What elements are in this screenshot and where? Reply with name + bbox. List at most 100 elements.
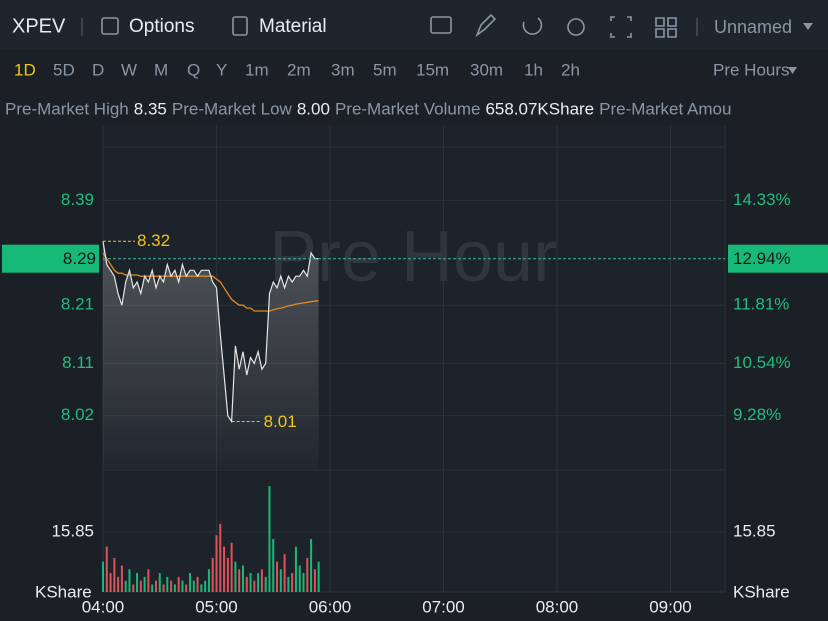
period-tab[interactable]: Q — [187, 60, 200, 79]
volume-bar — [177, 576, 180, 592]
last-pct-box — [728, 244, 828, 273]
volume-bar — [230, 542, 233, 592]
stat-label: Pre-Market Amou — [599, 99, 731, 118]
volume-bar — [139, 580, 142, 592]
volume-bar — [211, 557, 214, 592]
volume-bar — [158, 573, 161, 592]
volume-bar — [189, 573, 192, 592]
high-label: 8.32 — [137, 231, 170, 250]
volume-bar — [272, 539, 275, 592]
volume-bar — [287, 576, 290, 592]
period-tab[interactable]: 30m — [470, 60, 503, 79]
stat-value: 8.00 — [297, 99, 330, 118]
volume-bar — [313, 569, 316, 592]
volume-unit: KShare — [733, 582, 790, 601]
period-tab[interactable]: 1D — [14, 60, 36, 79]
volume-bar — [234, 561, 237, 592]
material-icon — [232, 16, 248, 36]
session-select[interactable]: Pre Hours — [713, 60, 790, 79]
period-tab[interactable]: 5D — [53, 60, 75, 79]
options-icon — [101, 17, 119, 35]
period-tab[interactable]: 15m — [416, 60, 449, 79]
period-tab[interactable]: 1h — [524, 60, 543, 79]
price-tick-label: 8.11 — [62, 353, 94, 372]
period-tab[interactable]: 2m — [287, 60, 311, 79]
volume-bar — [291, 573, 294, 592]
layout-name[interactable]: Unnamed — [714, 17, 792, 37]
volume-bar — [204, 580, 207, 592]
time-label: 04:00 — [82, 597, 125, 616]
period-tab[interactable]: 5m — [373, 60, 397, 79]
material-button[interactable]: Material — [259, 16, 327, 37]
last-price-box — [2, 244, 99, 273]
low-label: 8.01 — [264, 412, 297, 431]
stat-value: 8.35 — [134, 99, 167, 118]
volume-bar — [147, 569, 150, 592]
volume-bar — [173, 584, 176, 592]
volume-bar — [276, 561, 279, 592]
volume-bar — [257, 573, 260, 592]
layout-icon[interactable] — [655, 17, 677, 38]
dropdown-arrow — [788, 67, 797, 74]
volume-bar — [136, 573, 139, 592]
reset-icon[interactable] — [522, 17, 543, 35]
time-label: 08:00 — [536, 597, 579, 616]
volume-bar — [268, 486, 271, 592]
draw-icon[interactable] — [475, 13, 497, 38]
price-line — [102, 241, 319, 424]
volume-bar — [113, 557, 116, 592]
volume-bar — [117, 576, 120, 592]
volume-bar — [151, 584, 154, 592]
time-label: 09:00 — [649, 597, 692, 616]
fullscreen-icon[interactable] — [610, 16, 632, 38]
price-area — [103, 241, 319, 468]
percent-tick-label: 9.28% — [733, 405, 781, 424]
symbol[interactable]: XPEV — [12, 15, 66, 37]
period-tab[interactable]: 2h — [561, 60, 580, 79]
volume-bar — [264, 576, 267, 592]
period-tab[interactable]: Y — [216, 60, 227, 79]
last-price-label: 8.29 — [63, 249, 96, 268]
time-label: 06:00 — [309, 597, 352, 616]
volume-bar — [185, 584, 188, 592]
volume-bar — [245, 576, 248, 592]
percent-tick-label: 11.81% — [733, 295, 789, 314]
price-tick-label: 8.21 — [61, 295, 94, 314]
toolbar-icons — [430, 13, 677, 38]
top-bar — [0, 0, 828, 50]
volume-bar — [253, 580, 256, 592]
volume-bar — [154, 580, 157, 592]
volume-bar — [170, 580, 173, 592]
stat-label: Pre-Market High — [5, 99, 129, 118]
volume-unit: KShare — [35, 582, 92, 601]
stat-label: Pre-Market Volume — [335, 99, 481, 118]
volume-bar — [109, 573, 112, 592]
volume-bar — [238, 569, 241, 592]
period-tab[interactable]: D — [92, 60, 104, 79]
volume-bar — [120, 565, 123, 592]
volume-bar — [102, 561, 104, 592]
volume-bar — [302, 573, 305, 592]
volume-bar — [192, 580, 195, 592]
settings-icon[interactable] — [567, 18, 585, 36]
period-tab[interactable]: M — [154, 60, 168, 79]
volume-bar — [162, 584, 165, 592]
volume-bar — [283, 554, 286, 592]
time-label: 07:00 — [422, 597, 465, 616]
volume-bar — [294, 546, 297, 592]
period-tab[interactable]: 3m — [331, 60, 355, 79]
dropdown-arrow — [803, 23, 813, 30]
volume-bar — [215, 535, 218, 592]
percent-tick-label: 14.33% — [733, 190, 791, 209]
volume-bar — [249, 573, 252, 592]
options-button[interactable]: Options — [129, 16, 194, 37]
indicator-icon[interactable] — [430, 16, 452, 34]
stat-label: Pre-Market Low — [172, 99, 293, 118]
period-tab[interactable]: W — [121, 60, 137, 79]
volume-bar — [306, 557, 309, 592]
volume-bar — [166, 576, 169, 592]
volume-bar — [200, 584, 203, 592]
period-tab[interactable]: 1m — [245, 60, 269, 79]
volume-bar — [105, 546, 108, 592]
volume-bar — [226, 557, 229, 592]
